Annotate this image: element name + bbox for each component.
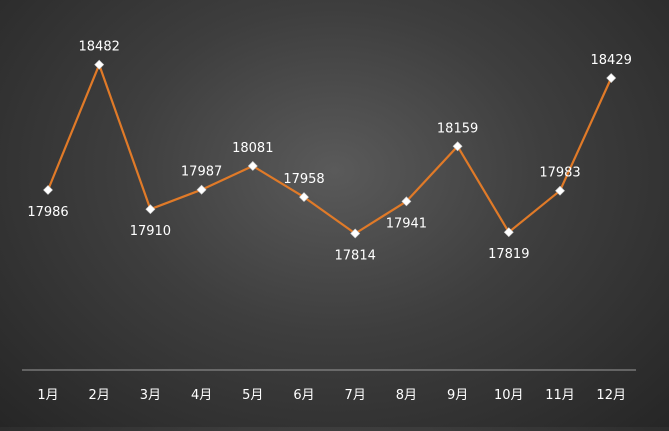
x-tick-label: 8月 xyxy=(396,388,417,403)
data-label: 17910 xyxy=(130,224,171,239)
data-label: 18482 xyxy=(79,40,120,55)
x-tick-layer: 1月 2月 3月 4月 5月 6月 7月 8月 9月 10月 11月 12月 xyxy=(37,388,626,403)
x-tick-label: 12月 xyxy=(596,388,626,403)
data-point-marker xyxy=(452,141,463,152)
data-point-marker xyxy=(299,192,309,202)
data-point-marker xyxy=(606,73,617,83)
data-label: 17987 xyxy=(181,165,222,180)
data-label: 17941 xyxy=(386,216,427,231)
x-tick-label: 6月 xyxy=(293,388,314,403)
x-tick-label: 1月 xyxy=(37,388,58,403)
data-label: 17986 xyxy=(27,205,68,220)
x-tick-label: 3月 xyxy=(140,388,161,403)
series-layer xyxy=(46,63,613,235)
data-label: 18081 xyxy=(232,141,273,156)
x-tick-label: 10月 xyxy=(494,388,524,403)
x-tick-label: 2月 xyxy=(89,388,110,403)
data-label: 17958 xyxy=(283,172,324,187)
data-point-marker xyxy=(503,227,514,238)
data-point-marker xyxy=(43,185,53,195)
data-label: 18159 xyxy=(437,121,478,136)
data-label: 18429 xyxy=(591,53,632,68)
data-point-marker xyxy=(145,204,156,215)
data-label: 17814 xyxy=(335,248,376,263)
x-tick-label: 11月 xyxy=(545,388,575,403)
data-point-marker xyxy=(401,196,412,207)
data-point-marker xyxy=(247,161,258,171)
series-line xyxy=(46,63,613,235)
x-tick-label: 5月 xyxy=(242,388,263,403)
data-label: 17983 xyxy=(539,166,580,181)
data-point-marker xyxy=(555,185,565,196)
x-tick-label: 9月 xyxy=(447,388,468,403)
data-point-marker xyxy=(350,228,361,239)
data-point-marker xyxy=(94,59,105,70)
data-label-layer: 17986 18482 17910 17987 18081 17958 17814 17941… xyxy=(27,40,632,264)
data-point-marker xyxy=(196,184,207,195)
marker-layer xyxy=(43,59,617,239)
x-tick-label: 4月 xyxy=(191,388,212,403)
x-tick-label: 7月 xyxy=(345,388,366,403)
data-label: 17819 xyxy=(488,247,529,262)
